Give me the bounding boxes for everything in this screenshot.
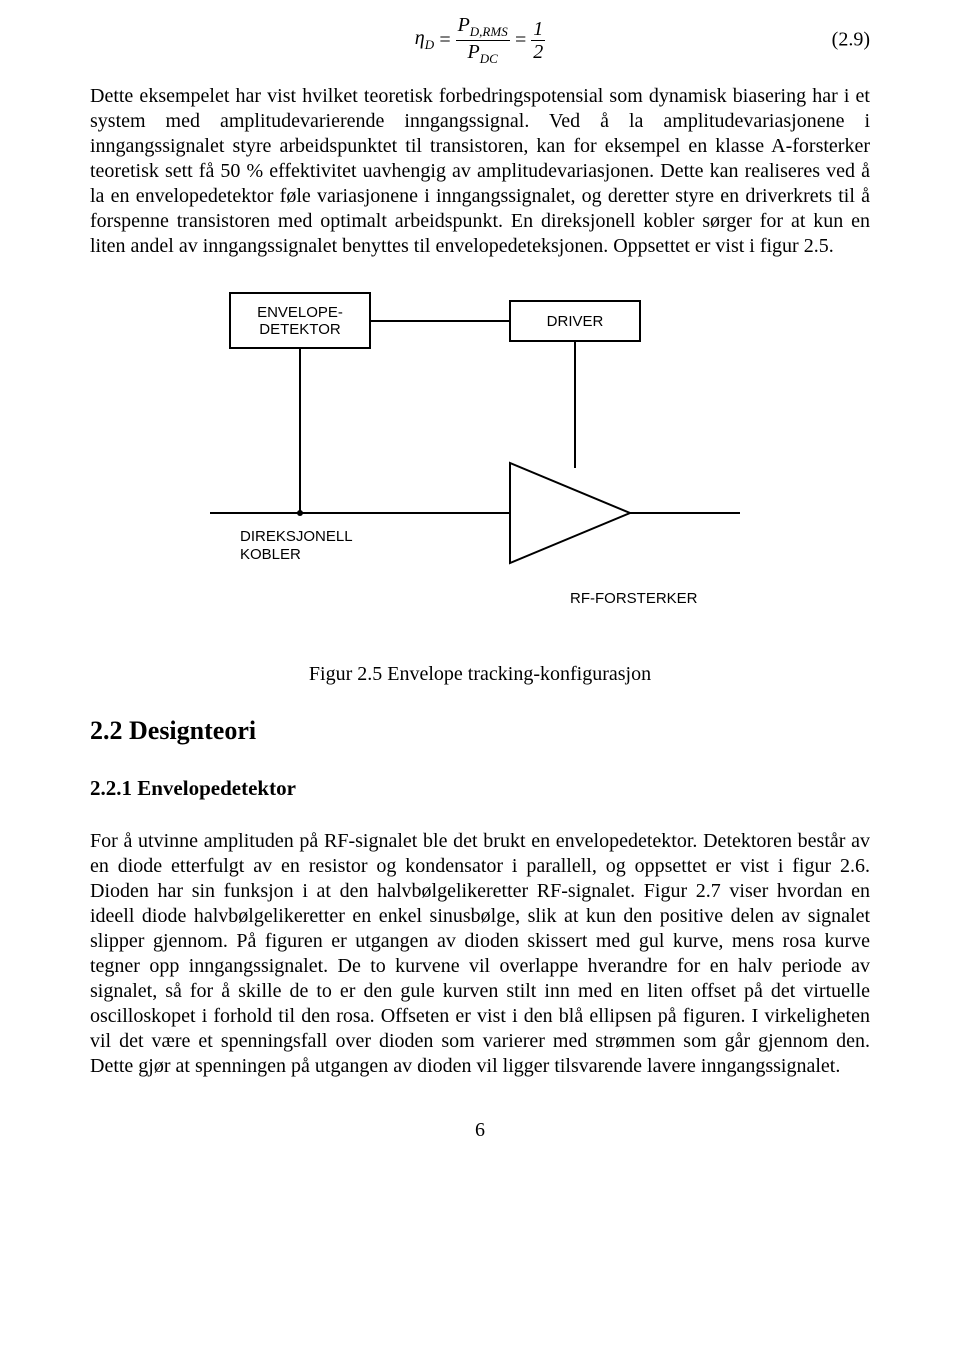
eq-lhs: ηD — [415, 27, 434, 53]
eq-mid-num-sub: D,RMS — [470, 24, 508, 39]
page-number: 6 — [90, 1119, 870, 1142]
svg-text:DIREKSJONELL: DIREKSJONELL — [240, 528, 353, 545]
eq-rhs-num: 1 — [531, 18, 545, 41]
diagram-svg: ENVELOPE-DETEKTOR DRIVER DIREKSJONELLKOBLE… — [200, 273, 760, 653]
subsection-heading: 2.2.1 Envelopedetektor — [90, 776, 870, 801]
svg-text:ENVELOPE-: ENVELOPE- — [257, 304, 343, 321]
page: ηD = PD,RMS PDC = 1 2 (2.9) Dette eksemp… — [0, 0, 960, 1182]
paragraph-1: Dette eksempelet har vist hvilket teoret… — [90, 84, 870, 259]
eq-equals-1: = — [438, 29, 452, 52]
paragraph-2: For å utvinne amplituden på RF-signalet … — [90, 829, 870, 1079]
eq-rhs-den: 2 — [531, 41, 545, 63]
svg-text:DRIVER: DRIVER — [547, 313, 604, 330]
section-heading: 2.2 Designteori — [90, 716, 870, 746]
eq-eta: η — [415, 27, 425, 49]
eq-mid-den-sub: DC — [480, 51, 498, 66]
figure-caption: Figur 2.5 Envelope tracking-konfigurasjo… — [90, 663, 870, 686]
eq-eta-sub: D — [425, 37, 434, 52]
equation-row: ηD = PD,RMS PDC = 1 2 (2.9) — [90, 10, 870, 70]
equation-number: (2.9) — [832, 29, 870, 52]
eq-mid-num-sym: P — [458, 14, 470, 36]
figure-block-diagram: ENVELOPE-DETEKTOR DRIVER DIREKSJONELLKOBLE… — [90, 273, 870, 653]
eq-mid-den: PDC — [466, 41, 500, 66]
svg-text:DETEKTOR: DETEKTOR — [259, 321, 341, 338]
eq-equals-2: = — [514, 29, 528, 52]
eq-mid-num: PD,RMS — [456, 14, 510, 40]
eq-mid-den-sym: P — [468, 41, 480, 63]
svg-text:KOBLER: KOBLER — [240, 546, 301, 563]
eq-frac-rhs: 1 2 — [531, 18, 545, 63]
svg-text:RF-FORSTERKER: RF-FORSTERKER — [570, 590, 698, 607]
equation: ηD = PD,RMS PDC = 1 2 — [415, 14, 545, 66]
eq-frac-mid: PD,RMS PDC — [456, 14, 510, 66]
